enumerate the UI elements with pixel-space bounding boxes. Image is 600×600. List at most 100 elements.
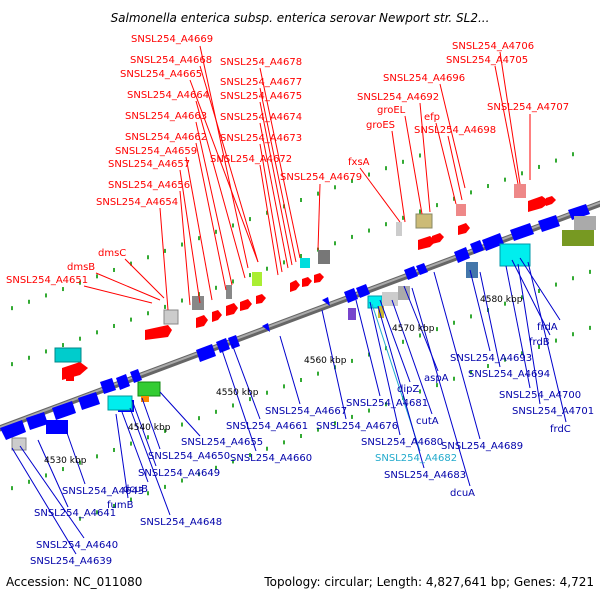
top-labels: SNSL254_A4669 SNSL254_A4668 SNSL254_A466…: [6, 34, 569, 286]
reverse-features: [0, 204, 590, 440]
connector-line: [259, 122, 289, 269]
track-dot: [385, 222, 387, 227]
track-dot: [28, 479, 30, 484]
connector-line: [115, 413, 129, 499]
gene-label: aspA: [424, 373, 449, 384]
track-dot: [164, 428, 166, 433]
track-dot: [164, 248, 166, 253]
track-dot: [300, 434, 302, 438]
gene-label: SNSL254_A4694: [468, 369, 550, 380]
track-dot: [181, 478, 183, 483]
gene-label: SNSL254_A4689: [441, 441, 523, 452]
feature-rev: [466, 262, 478, 278]
track-dot: [555, 338, 557, 343]
bottom-labels: SNSL254_A4643 SNSL254_A4641 SNSL254_A464…: [30, 322, 594, 567]
track-dot: [147, 491, 149, 496]
gene-label: SNSL254_A4678: [220, 57, 302, 68]
connector-line: [95, 272, 161, 301]
track-dot: [402, 215, 404, 220]
track-dot: [521, 171, 523, 176]
gene-label: SNSL254_A4683: [384, 470, 466, 481]
connector-line: [519, 257, 561, 321]
map-title: Salmonella enterica subsp. enterica sero…: [111, 11, 490, 25]
track-dot: [538, 288, 540, 293]
track-dot: [198, 236, 200, 241]
track-dot: [113, 323, 115, 328]
connector-line: [259, 101, 293, 266]
track-dot: [300, 254, 302, 258]
connector-line: [185, 156, 213, 301]
tick-label: 4560 kbp: [304, 356, 347, 366]
track-dot: [113, 503, 115, 508]
track-dot: [334, 421, 336, 426]
track-dot: [249, 453, 251, 458]
track-dot: [368, 172, 370, 177]
track-dot: [436, 383, 438, 388]
connector-line: [37, 439, 69, 508]
track-dot: [130, 261, 132, 266]
track-dot: [572, 152, 574, 157]
tick-label: 4530 kbp: [44, 456, 87, 466]
feature-rev: [510, 223, 534, 241]
feature-fwd: [226, 303, 238, 316]
track-dot: [181, 298, 183, 303]
connector-line: [259, 87, 297, 263]
gene-label: SNSL254_A4677: [220, 77, 302, 88]
track-dot: [113, 447, 115, 452]
connector-line: [469, 269, 491, 352]
track-dot: [504, 177, 506, 182]
feature-rev: [568, 204, 590, 220]
connector-line: [231, 343, 261, 420]
gene-label: SNSL254_A4700: [499, 390, 581, 401]
feature-rev: [404, 266, 418, 280]
connector-line: [435, 122, 457, 205]
gene-label: SNSL254_A4654: [96, 197, 178, 208]
track-dot: [317, 191, 319, 196]
track-dot: [368, 352, 370, 357]
gene-label: SNSL254_A4696: [383, 73, 465, 84]
connector-line: [511, 259, 551, 336]
track-dot: [572, 332, 574, 337]
gene-label: dcuA: [450, 488, 475, 499]
connector-line: [359, 167, 401, 223]
track-dot: [453, 196, 455, 201]
gene-label: dmsC: [98, 248, 126, 259]
track-dot: [266, 266, 268, 271]
track-dot: [147, 435, 149, 440]
track-dot: [470, 314, 472, 319]
special-features: [11, 184, 596, 451]
track-dot: [11, 362, 13, 367]
gene-label: SNSL254_A4682: [375, 453, 457, 464]
connector-line: [321, 309, 347, 420]
track-dot: [28, 355, 30, 360]
track-dot: [249, 273, 251, 278]
gene-label: SNSL254_A4662: [125, 132, 207, 143]
track-dot: [249, 217, 251, 222]
gene-label: SNSL254_A4649: [138, 468, 220, 479]
gene-label: SNSL254_A4693: [450, 353, 532, 364]
track-dot: [538, 164, 540, 169]
connector-line: [419, 102, 431, 213]
connector-line: [404, 115, 423, 215]
connector-line: [141, 397, 161, 450]
connector-line: [279, 335, 301, 405]
feature-rev: [0, 420, 26, 440]
gene-label: SNSL254_A4657: [108, 159, 190, 170]
track-dot: [402, 339, 404, 344]
gene-label: SNSL254_A4707: [487, 102, 569, 113]
track-dot: [130, 497, 132, 502]
gene-label: SNSL254_A4639: [30, 556, 112, 567]
track-dot: [266, 446, 268, 451]
track-dot: [589, 269, 591, 274]
track-dot: [317, 371, 319, 376]
track-dot: [351, 358, 353, 363]
track-dot: [470, 370, 472, 375]
feature-rev: [470, 240, 484, 254]
feature-rev: [322, 297, 330, 306]
track-dot: [147, 311, 149, 316]
feature-rev: [52, 401, 76, 420]
track-dot: [130, 441, 132, 446]
gene-label: SNSL254_A4651: [6, 275, 88, 286]
feature-rev: [356, 284, 370, 298]
